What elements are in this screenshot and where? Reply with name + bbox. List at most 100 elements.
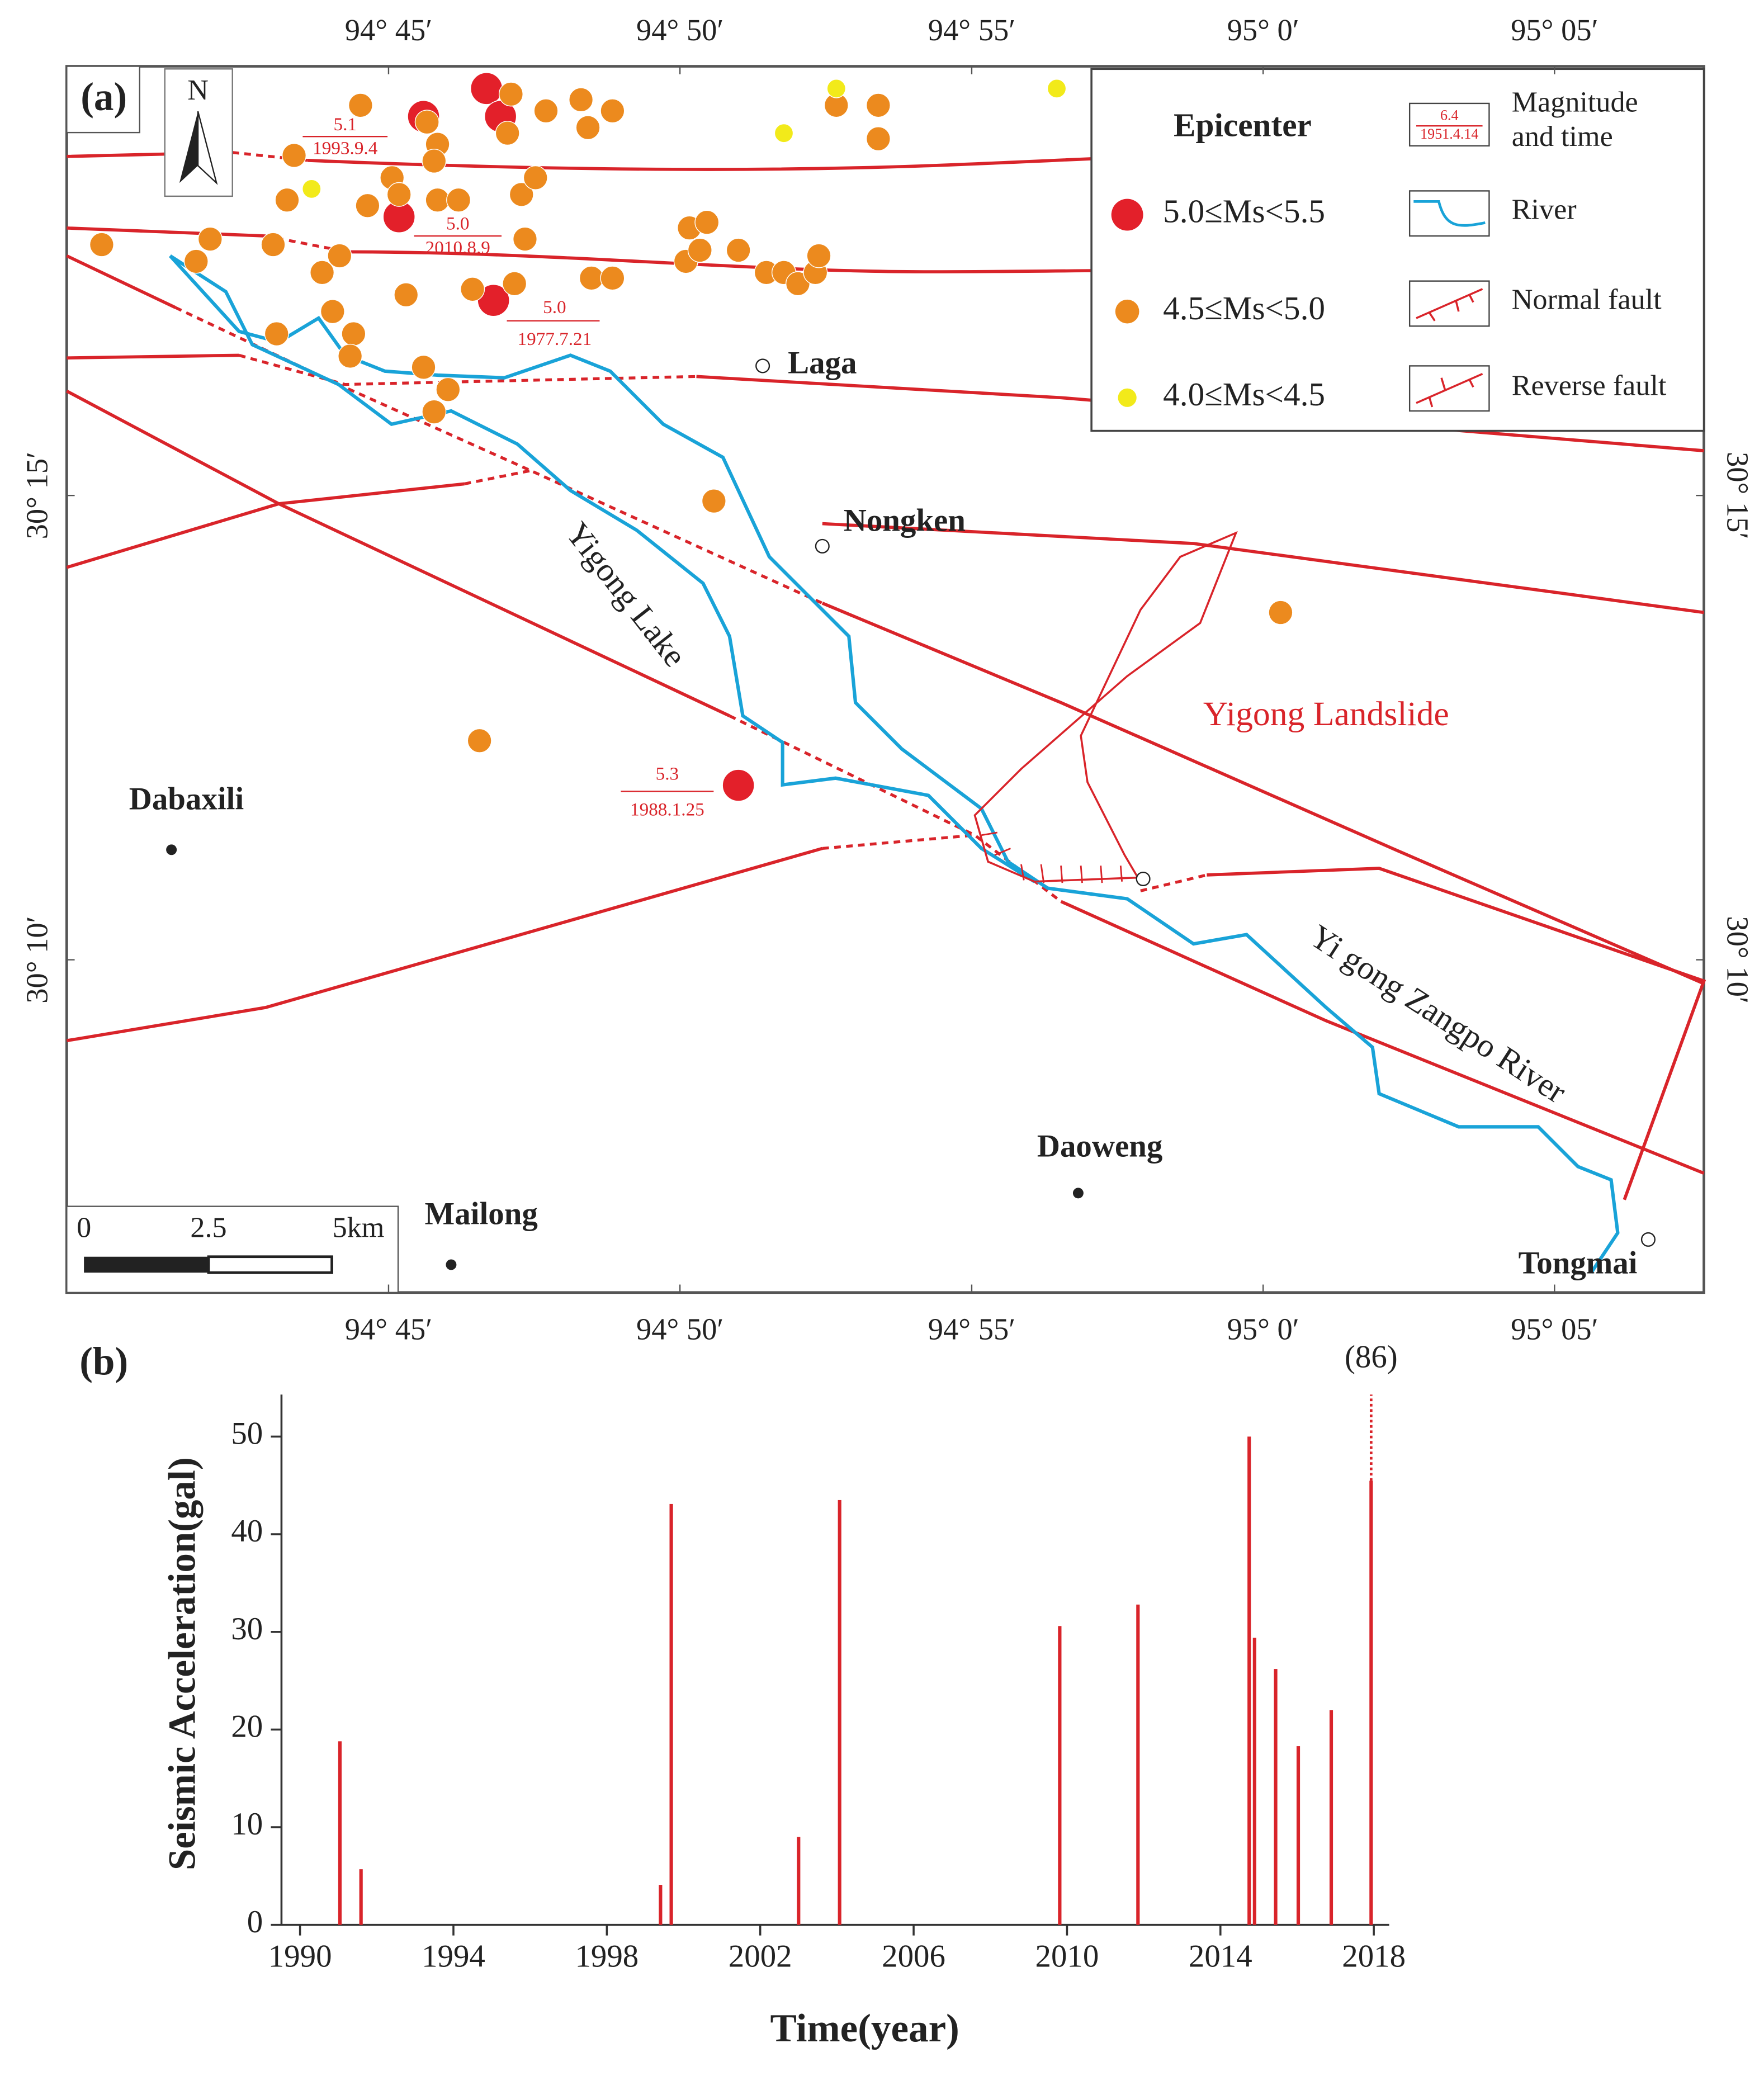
x-tick-label: 94° 50′ xyxy=(636,1312,723,1346)
scale-bar xyxy=(84,1256,209,1273)
y-tick-label: 0 xyxy=(247,1904,263,1940)
epicenter xyxy=(575,115,600,140)
x-tick-label: 1994 xyxy=(422,1938,485,1974)
bar xyxy=(838,1500,841,1925)
y-tick-label: 10 xyxy=(231,1807,263,1842)
place-marker xyxy=(1640,1232,1656,1247)
landslide-label: Yigong Landslide xyxy=(1203,695,1449,733)
legend-marker xyxy=(1111,198,1143,231)
place-marker xyxy=(166,844,177,855)
place-label: Laga xyxy=(788,345,857,380)
annotation-date: 1977.7.21 xyxy=(517,329,592,349)
river xyxy=(168,254,1620,1274)
scale-label: 5km xyxy=(333,1212,385,1243)
epicenter xyxy=(470,72,503,105)
legend-label: Reverse fault xyxy=(1512,370,1667,402)
epicenter xyxy=(774,123,794,143)
y-tick-label: 50 xyxy=(231,1416,263,1451)
epicenter xyxy=(355,193,380,218)
annotation-magnitude: 5.1 xyxy=(333,114,356,135)
annotation-date: 1988.1.25 xyxy=(630,800,704,820)
epicenter xyxy=(197,226,223,252)
x-tick-label: 94° 55′ xyxy=(928,1312,1015,1346)
legend-label: River xyxy=(1512,193,1577,225)
bar xyxy=(1058,1626,1062,1925)
epicenter xyxy=(411,354,436,380)
x-tick-label: 1990 xyxy=(268,1938,332,1974)
place-label: Nongken xyxy=(844,503,966,538)
place-label: Daoweng xyxy=(1037,1129,1162,1164)
epicenter xyxy=(422,148,447,174)
annotation-date: 1993.9.4 xyxy=(313,138,378,159)
epicenter xyxy=(866,126,891,152)
annotation-magnitude: 5.3 xyxy=(656,764,679,784)
legend-series: 5.0≤Ms<5.5 4.5≤Ms<5.0 4.0≤Ms<4.5 xyxy=(1111,193,1325,413)
epicenter xyxy=(467,728,492,753)
epicenter xyxy=(806,243,831,268)
epicenter xyxy=(694,210,720,235)
x-tick-label: 95° 05′ xyxy=(1511,1312,1598,1346)
legend-sample-magnitude: 6.4 xyxy=(1440,107,1459,124)
epicenter xyxy=(460,277,485,302)
legend-icon xyxy=(1408,102,1490,146)
fault-inferred xyxy=(822,834,1208,892)
epicenter xyxy=(509,182,534,207)
epicenter xyxy=(386,182,412,207)
legend-box xyxy=(1090,68,1705,432)
place-marker xyxy=(1072,1188,1084,1199)
epicenter xyxy=(348,93,373,118)
bar xyxy=(659,1885,663,1925)
fault xyxy=(66,482,1704,614)
legend-river xyxy=(1413,200,1486,227)
epicenter xyxy=(261,232,286,257)
epicenter xyxy=(687,238,712,263)
epicenter xyxy=(89,232,114,257)
epicenter xyxy=(533,98,559,124)
epicenter xyxy=(425,187,450,212)
lake-shore xyxy=(169,254,1035,883)
legend-marker xyxy=(1118,388,1137,407)
place-label: Mailong xyxy=(425,1197,538,1232)
y-tick-label: 40 xyxy=(231,1514,263,1549)
epicenter xyxy=(310,260,335,285)
north-arrow xyxy=(197,111,218,185)
panel-label-box xyxy=(66,65,140,134)
x-tick-label: 2010 xyxy=(1035,1938,1099,1974)
epicenter xyxy=(320,299,345,324)
y-tick-label: 30° 10′ xyxy=(1721,916,1755,1003)
legend-normal-fault xyxy=(1416,288,1483,321)
place-label: Dabaxili xyxy=(129,782,244,817)
annotation-magnitude: 5.0 xyxy=(543,297,566,318)
bar xyxy=(338,1741,342,1925)
epicenter xyxy=(722,769,755,802)
acceleration-chart: (b) Seismic Acceleration(gal) Time(year)… xyxy=(79,1340,1406,2050)
epicenter xyxy=(301,179,321,199)
legend-label: Normal fault xyxy=(1512,284,1662,316)
epicenter xyxy=(600,98,625,124)
scale-label: 0 xyxy=(77,1212,91,1243)
epicenter xyxy=(1268,600,1293,625)
x-tick-label: 2014 xyxy=(1189,1938,1252,1974)
epicenter xyxy=(446,187,471,212)
epicenter xyxy=(826,79,846,98)
epicenter xyxy=(338,343,363,368)
fault xyxy=(66,254,176,309)
x-tick-label: 95° 0′ xyxy=(1227,1312,1299,1346)
x-tick-label: 94° 45′ xyxy=(345,13,432,47)
x-tick-label: 94° 50′ xyxy=(636,13,723,47)
x-tick-label: 95° 05′ xyxy=(1511,13,1598,47)
epicenter xyxy=(281,143,307,168)
scale-box xyxy=(66,1205,399,1293)
epicenters xyxy=(89,72,1293,802)
legend-reverse-fault xyxy=(1416,372,1483,408)
epicenter xyxy=(512,226,538,252)
bar xyxy=(1247,1436,1251,1925)
epicenter xyxy=(495,121,520,146)
place-marker xyxy=(755,358,770,373)
fault xyxy=(66,847,1706,1200)
fault xyxy=(67,353,1704,452)
epicenter xyxy=(502,271,527,296)
x-tick-label: 2002 xyxy=(729,1938,792,1974)
epicenter xyxy=(866,93,891,118)
legend-marker xyxy=(1115,299,1139,324)
